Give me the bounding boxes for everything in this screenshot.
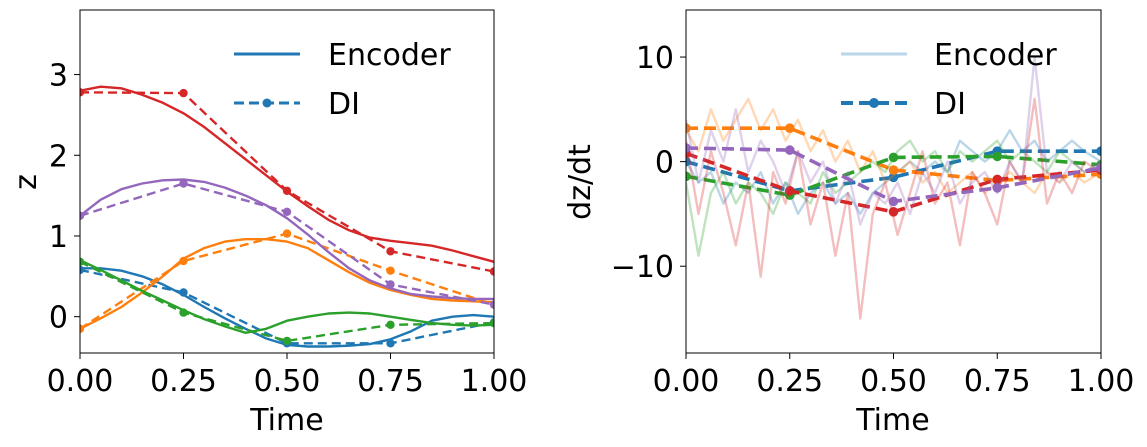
left-di-point-blue bbox=[386, 339, 395, 348]
right-x-tick-label: 0.75 bbox=[964, 364, 1031, 399]
left-di-point-green bbox=[282, 336, 292, 346]
right-y-tick-label: −10 bbox=[611, 250, 674, 285]
right-y-tick-label: 10 bbox=[636, 41, 674, 76]
left-legend: Encoder DI bbox=[234, 38, 451, 122]
left-di-point-orange bbox=[179, 256, 188, 266]
right-legend-di-marker bbox=[869, 98, 879, 108]
left-di-point-green bbox=[80, 257, 85, 266]
left-di-point-red bbox=[386, 247, 395, 256]
left-di-point-blue bbox=[179, 288, 188, 297]
left-di-point-orange bbox=[386, 266, 395, 275]
left-y-tick-label: 2 bbox=[49, 139, 68, 174]
right-di-point-purple bbox=[992, 183, 1003, 193]
left-di-point-purple bbox=[179, 179, 188, 188]
right-legend: Encoder DI bbox=[841, 38, 1057, 122]
left-encoder-line-orange bbox=[80, 237, 494, 330]
left-di-point-orange bbox=[282, 229, 292, 238]
right-di-point-purple bbox=[785, 145, 795, 155]
left-di-line-purple bbox=[80, 182, 494, 306]
right-di-point-green bbox=[888, 152, 899, 163]
right-di-point-green bbox=[686, 171, 691, 182]
left-di-point-green bbox=[489, 318, 494, 328]
right-legend-di-label: DI bbox=[934, 87, 966, 122]
right-di-point-orange bbox=[785, 123, 795, 133]
right-y-axis-label: dz/dt bbox=[563, 144, 598, 220]
left-x-tick-label: 0.00 bbox=[47, 364, 114, 399]
right-encoder-line-purple bbox=[686, 55, 1101, 226]
left-x-axis-label: Time bbox=[249, 403, 323, 438]
chart-right-dzdt: 0.00 0.25 0.50 0.75 1.00 −10 0 10 Time dz/dt En… bbox=[563, 9, 1135, 438]
right-x-tick-label: 0.25 bbox=[756, 364, 823, 399]
right-di-point-red bbox=[888, 207, 899, 217]
left-x-tick-label: 1.00 bbox=[461, 364, 528, 399]
left-x-tick-label: 0.25 bbox=[150, 364, 217, 399]
left-di-point-purple bbox=[80, 211, 85, 220]
left-y-tick-label: 3 bbox=[49, 59, 68, 94]
right-y-tick-label: 0 bbox=[655, 146, 674, 181]
left-di-line-orange bbox=[80, 232, 494, 330]
right-encoder-line-orange bbox=[686, 97, 1101, 195]
left-di-point-orange bbox=[80, 324, 85, 333]
left-di-point-red bbox=[489, 267, 494, 276]
right-di-point-blue bbox=[1096, 146, 1101, 156]
left-legend-encoder-label: Encoder bbox=[328, 38, 451, 73]
right-legend-encoder-label: Encoder bbox=[934, 38, 1057, 73]
left-y-axis-label: z bbox=[9, 174, 44, 190]
left-encoder-line-green bbox=[80, 259, 494, 334]
left-encoder-line-purple bbox=[80, 178, 494, 301]
chart-left-z: 0.00 0.25 0.50 0.75 1.00 0 1 2 3 Time z Encoder … bbox=[9, 9, 528, 438]
left-di-point-red bbox=[282, 186, 292, 195]
right-di-point-orange bbox=[888, 165, 899, 175]
left-di-line-green bbox=[80, 260, 494, 343]
left-di-point-red bbox=[80, 88, 85, 97]
left-di-point-purple bbox=[489, 300, 494, 309]
left-di-point-green bbox=[179, 308, 188, 317]
right-di-point-blue bbox=[888, 172, 899, 183]
left-legend-di-marker bbox=[262, 98, 272, 108]
left-x-tick-label: 0.75 bbox=[357, 364, 424, 399]
right-di-point-purple bbox=[1096, 163, 1101, 173]
left-y-tick-label: 1 bbox=[49, 220, 68, 255]
right-di-point-purple bbox=[686, 143, 691, 153]
left-di-point-purple bbox=[282, 207, 292, 216]
right-di-point-orange bbox=[686, 123, 691, 133]
right-di-point-purple bbox=[888, 196, 899, 207]
left-di-point-green bbox=[386, 320, 395, 329]
left-di-point-blue bbox=[80, 265, 85, 275]
left-legend-di-label: DI bbox=[328, 87, 360, 122]
left-di-point-purple bbox=[386, 280, 395, 289]
left-di-point-red bbox=[179, 88, 188, 98]
left-x-tick-label: 0.50 bbox=[254, 364, 321, 399]
right-di-point-blue bbox=[686, 156, 691, 167]
left-y-tick-label: 0 bbox=[49, 301, 68, 336]
right-x-tick-label: 1.00 bbox=[1068, 364, 1135, 399]
left-di-line-blue bbox=[80, 268, 494, 345]
right-x-tick-label: 0.50 bbox=[860, 364, 927, 399]
right-di-point-red bbox=[785, 186, 795, 196]
right-di-point-green bbox=[992, 151, 1003, 162]
right-x-axis-label: Time bbox=[855, 403, 929, 438]
right-x-tick-label: 0.00 bbox=[653, 364, 720, 399]
right-di-point-red bbox=[992, 174, 1003, 185]
